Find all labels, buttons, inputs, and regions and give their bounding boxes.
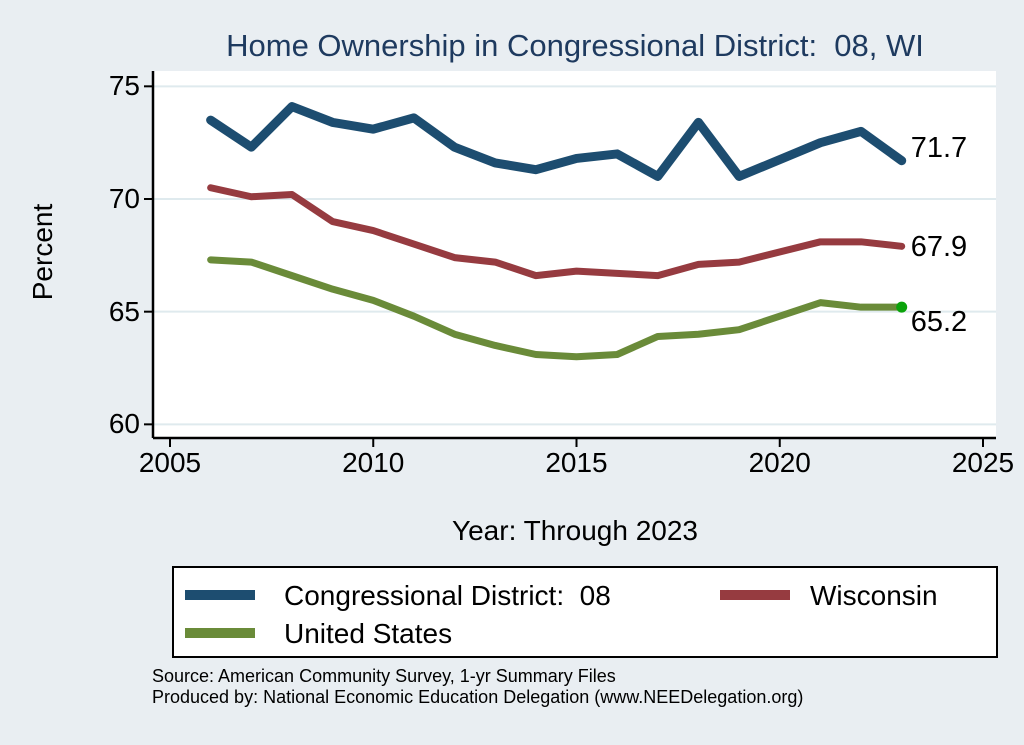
chart-title: Home Ownership in Congressional District… [226,28,924,63]
plot-area [153,71,996,438]
legend: Congressional District: 08 Wisconsin Uni… [172,566,998,658]
x-tick-label-2025: 2025 [951,447,1015,478]
y-axis-label: Percent [27,203,58,301]
series-end-marker-2 [896,301,908,313]
x-tick-label-2005: 2005 [138,447,202,478]
series-line-1 [207,184,906,280]
series-line-0 [206,102,907,181]
end-label-series-0: 71.7 [910,131,968,164]
x-tick-label-2015: 2015 [545,447,608,478]
end-label-series-1: 67.9 [910,231,968,264]
producer-note: Produced by: National Economic Education… [152,687,804,707]
y-tick-label-65: 65 [108,295,140,327]
source-note: Source: American Community Survey, 1-yr … [152,666,616,686]
x-tick-label-2010: 2010 [342,447,405,478]
legend-label-wisconsin: Wisconsin [810,580,938,611]
x-tick-label-2020: 2020 [748,447,811,478]
legend-label-us: United States [284,618,453,649]
end-label-series-2: 65.2 [910,306,968,339]
x-axis-title: Year: Through 2023 [452,515,698,546]
y-tick-label-75: 75 [108,70,140,102]
legend-swatch-cd08 [185,590,255,600]
legend-swatch-us [185,628,255,638]
legend-swatch-wisconsin [720,590,790,600]
y-tick-label-60: 60 [108,408,140,440]
series-line-2 [207,256,906,361]
legend-label-cd08: Congressional District: 08 [284,580,611,611]
y-tick-label-70: 70 [108,183,140,214]
